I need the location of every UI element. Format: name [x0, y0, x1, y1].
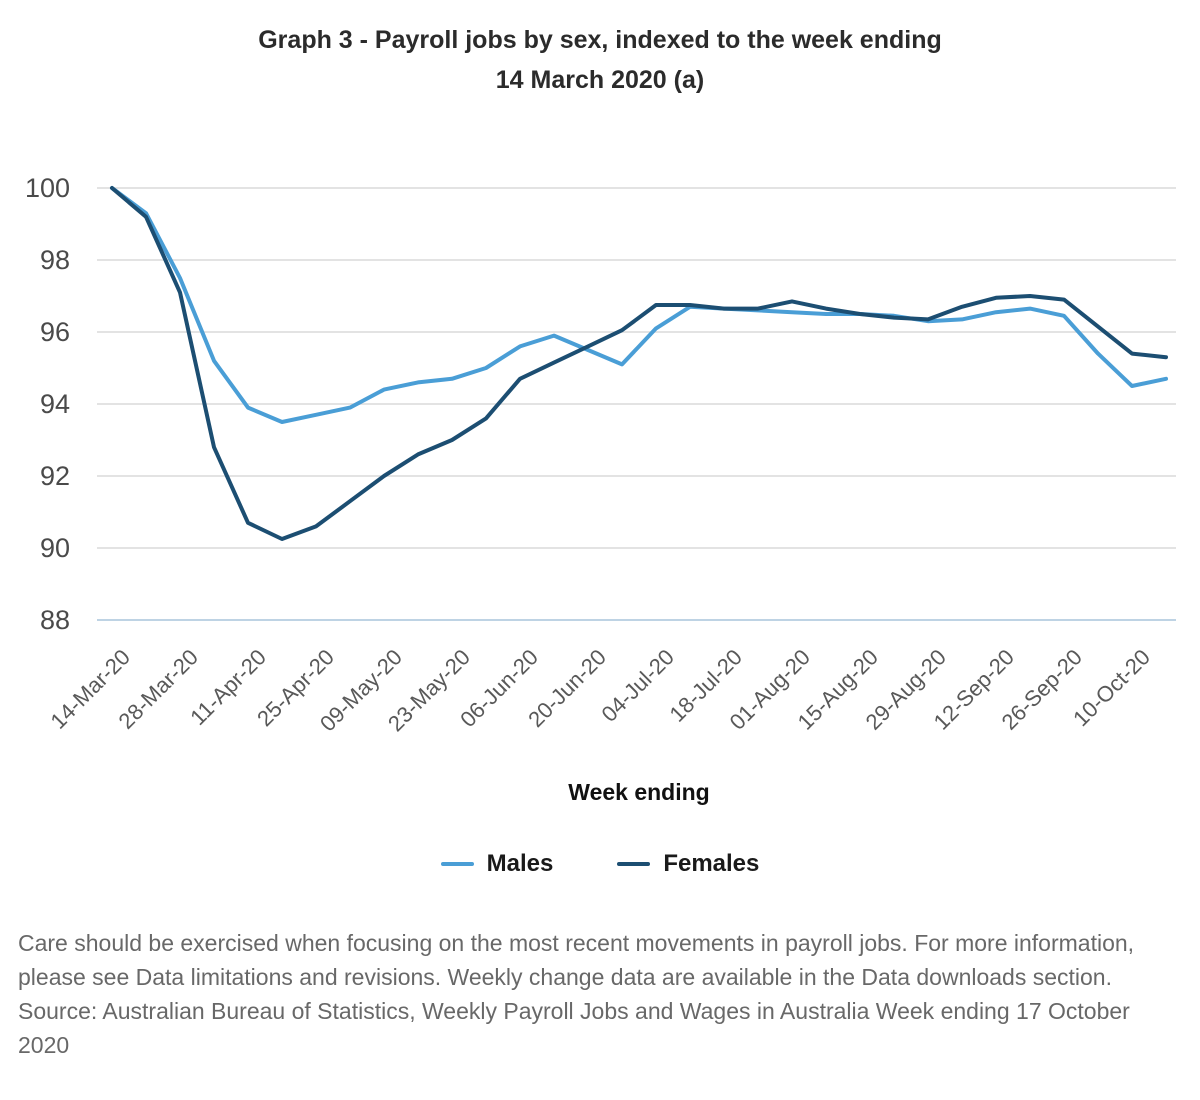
males-line [110, 186, 1168, 424]
y-axis-tick-label: 92 [39, 461, 70, 491]
legend-label-females: Females [663, 850, 760, 877]
females-line-swatch-icon [617, 862, 651, 866]
y-axis-tick-label: 100 [24, 173, 70, 203]
x-axis-tick-label: 28-Mar-20 [113, 644, 203, 734]
y-axis-tick-label: 90 [39, 533, 70, 563]
males-line-swatch-icon [440, 862, 474, 866]
x-axis-tick-label: 04-Jul-20 [596, 644, 679, 727]
x-axis-tick-label: 26-Sep-20 [996, 644, 1087, 735]
x-axis-tick-label: 11-Apr-20 [185, 644, 271, 730]
chart-title-line-2: 14 March 2020 (a) [495, 66, 705, 94]
y-axis-tick-label: 96 [39, 317, 70, 347]
line-chart [97, 186, 1176, 621]
legend: Males Females [0, 850, 1200, 878]
footnotes: Care should be exercised when focusing o… [18, 926, 1168, 1062]
x-axis-title: Week ending [568, 779, 710, 805]
source-note: Source: Australian Bureau of Statistics,… [18, 998, 1130, 1058]
y-axis-tick-label: 88 [39, 605, 70, 635]
x-axis-tick-label: 20-Jun-20 [523, 644, 611, 733]
chart-title-line-1: Graph 3 - Payroll jobs by sex, indexed t… [258, 26, 942, 54]
chart-title: Graph 3 - Payroll jobs by sex, indexed t… [0, 20, 1200, 100]
legend-item-males: Males [440, 850, 554, 878]
legend-item-females: Females [617, 850, 759, 878]
x-axis-tick-label: 10-Oct-20 [1068, 644, 1155, 732]
females-line [110, 186, 1168, 541]
y-axis-tick-label: 98 [39, 245, 70, 275]
care-note: Care should be exercised when focusing o… [18, 930, 1135, 990]
legend-label-males: Males [486, 850, 554, 877]
y-axis-tick-label: 94 [39, 389, 70, 419]
